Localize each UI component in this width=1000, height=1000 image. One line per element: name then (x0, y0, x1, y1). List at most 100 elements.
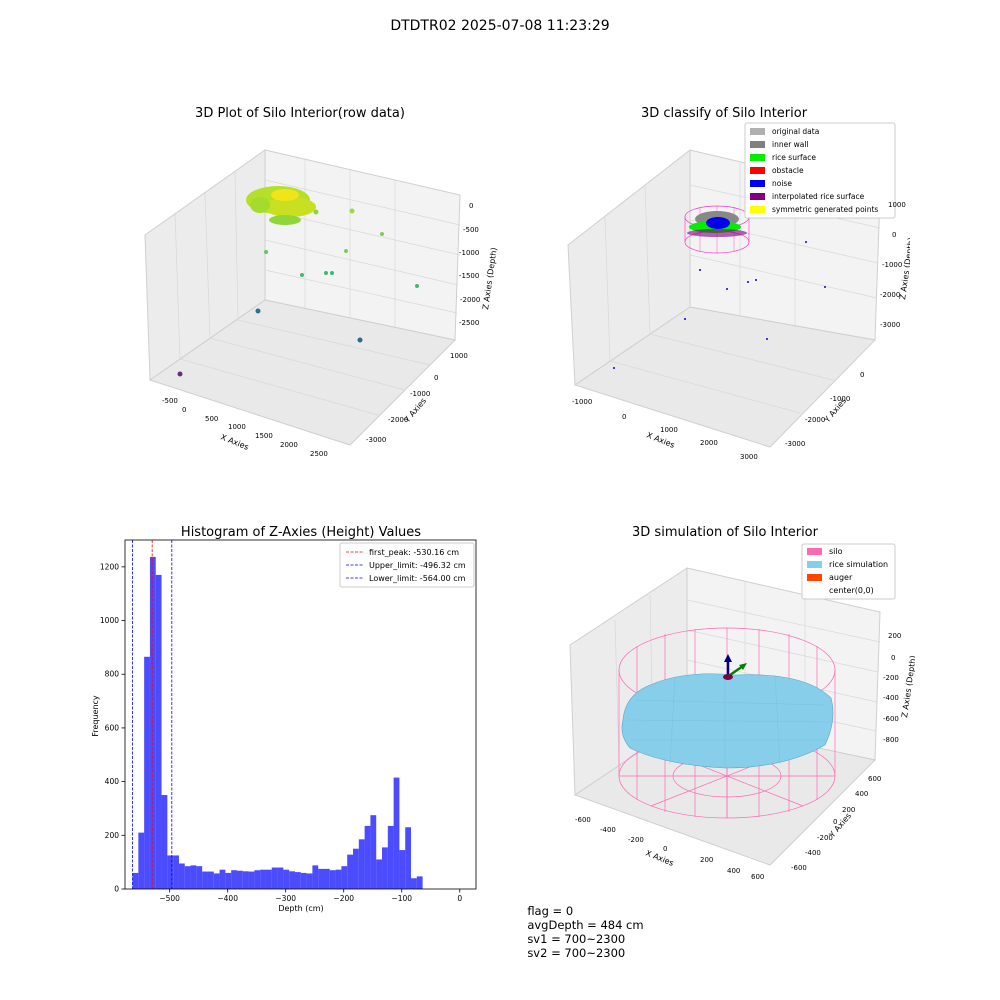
legend-label: silo (829, 547, 843, 556)
x-tick: -500 (162, 397, 178, 405)
x-tick: 0 (663, 845, 667, 853)
y-tick: 400 (855, 790, 868, 798)
simulation-3d-plot: 3D simulation of Silo Interior silo (569, 525, 915, 880)
histogram-bar (236, 870, 243, 889)
y-tick: 200 (842, 806, 855, 814)
depth-histogram: Histogram of Z-Axies (Height) Values Dep… (91, 525, 477, 913)
y-tick: -3000 (785, 440, 805, 448)
histogram-bar (289, 871, 295, 889)
sim-z-label: Z Axies (Depth) (900, 655, 915, 718)
y-tick: -1000 (830, 395, 850, 403)
y-tick: 1000 (450, 352, 468, 360)
histogram-bar (347, 854, 354, 889)
sim-x-label: X Axies (644, 849, 675, 868)
z-tick: 0 (469, 202, 473, 210)
sim-legend: silo rice simulation auger center(0,0) (801, 543, 896, 600)
z-tick: -500 (463, 226, 479, 234)
z-tick: -1000 (882, 261, 902, 269)
histogram-bar (173, 855, 179, 889)
simulation-3d-title: 3D simulation of Silo Interior (632, 525, 819, 540)
x-tick: -600 (575, 816, 591, 824)
histogram-bar (144, 656, 150, 889)
cls-z-ticks: 1000 0 -1000 -2000 -3000 (880, 201, 906, 329)
histogram-bar (178, 863, 185, 889)
y-tick: -2000 (805, 416, 825, 424)
x-tick-label: −200 (333, 894, 354, 903)
histogram-bar (353, 848, 359, 889)
y-tick: 600 (868, 775, 881, 783)
sim-z-ticks: 200 0 -200 -400 -600 -800 (883, 632, 901, 744)
legend-swatch (750, 180, 765, 187)
legend-label: rice simulation (829, 560, 888, 569)
x-tick: 0 (182, 406, 186, 414)
histogram-bar (219, 869, 226, 889)
x-tick: 1000 (660, 426, 678, 434)
raw-3d-title: 3D Plot of Silo Interior(row data) (195, 106, 405, 121)
z-tick: -2000 (460, 296, 480, 304)
histogram-bar (202, 871, 208, 889)
raw-3d-plot: 3D Plot of Silo Interior(row data) -500 … (144, 106, 499, 458)
histogram-bar (190, 865, 197, 889)
legend-label: interpolated rice surface (772, 192, 865, 201)
x-tick-label: −100 (391, 894, 412, 903)
histogram-bar (283, 869, 290, 889)
sv1-text: sv1 = 700~2300 (527, 932, 626, 946)
sim-auger (723, 654, 747, 680)
x-tick-label: −400 (217, 894, 238, 903)
histogram-bar (393, 777, 400, 889)
histogram-bar (300, 872, 307, 889)
histogram-bar (167, 855, 174, 889)
cls-silo-wireframe (684, 205, 750, 254)
sim-y-ticks: 600 400 200 0 -200 -400 -600 (791, 775, 881, 872)
histogram-bar (265, 869, 272, 889)
y-tick-label: 200 (105, 831, 120, 840)
raw-point-cloud (177, 186, 419, 377)
histogram-bar (405, 827, 412, 889)
y-tick: 0 (434, 374, 438, 382)
z-tick: -600 (883, 715, 899, 723)
cls-x-ticks: -1000 0 1000 2000 3000 (572, 398, 758, 461)
legend-label: rice surface (772, 153, 816, 162)
x-tick: 500 (205, 415, 218, 423)
z-tick: -2000 (880, 291, 900, 299)
histogram-bar (132, 872, 139, 889)
histogram-y-label: Frequency (91, 695, 100, 737)
histogram-bar (387, 825, 394, 889)
z-tick: -3000 (880, 321, 900, 329)
avg-depth-text: avgDepth = 484 cm (527, 918, 644, 932)
histogram-bar (364, 825, 371, 889)
legend-label: noise (772, 179, 792, 188)
legend-swatch (807, 561, 822, 568)
histogram-bar (411, 878, 417, 889)
y-tick: -200 (817, 834, 833, 842)
histogram-bar (231, 870, 237, 889)
x-tick: 200 (700, 856, 713, 864)
histogram-bar (329, 870, 336, 889)
histogram-bars (132, 556, 423, 889)
x-tick: 0 (622, 413, 626, 421)
x-tick-label: 0 (457, 894, 462, 903)
cls-legend: original data inner wall rice surface ob… (744, 122, 896, 219)
y-tick-label: 0 (114, 885, 119, 894)
histogram-bar (341, 866, 348, 889)
y-tick: -3000 (366, 436, 386, 444)
y-tick: -400 (805, 849, 821, 857)
plot-frame (124, 539, 477, 890)
x-tick: 600 (751, 873, 764, 880)
legend-swatch (750, 206, 765, 213)
histogram-bar (254, 870, 261, 889)
status-footer: flag = 0 avgDepth = 484 cm sv1 = 700~230… (520, 890, 658, 960)
legend-swatch (750, 167, 765, 174)
z-tick: -200 (883, 674, 899, 682)
z-tick: 0 (892, 231, 896, 239)
legend-label: symmetric generated points (772, 205, 878, 214)
histogram-bar (358, 839, 365, 889)
classify-3d-title: 3D classify of Silo Interior (641, 106, 808, 121)
histogram-bar (294, 872, 301, 889)
raw-x-label: X Axies (219, 433, 250, 452)
histogram-bar (370, 815, 377, 889)
raw-y-label: Y Axies (402, 396, 428, 425)
legend-label: original data (772, 127, 819, 136)
z-tick: -2500 (459, 319, 479, 327)
z-tick: -400 (883, 694, 899, 702)
